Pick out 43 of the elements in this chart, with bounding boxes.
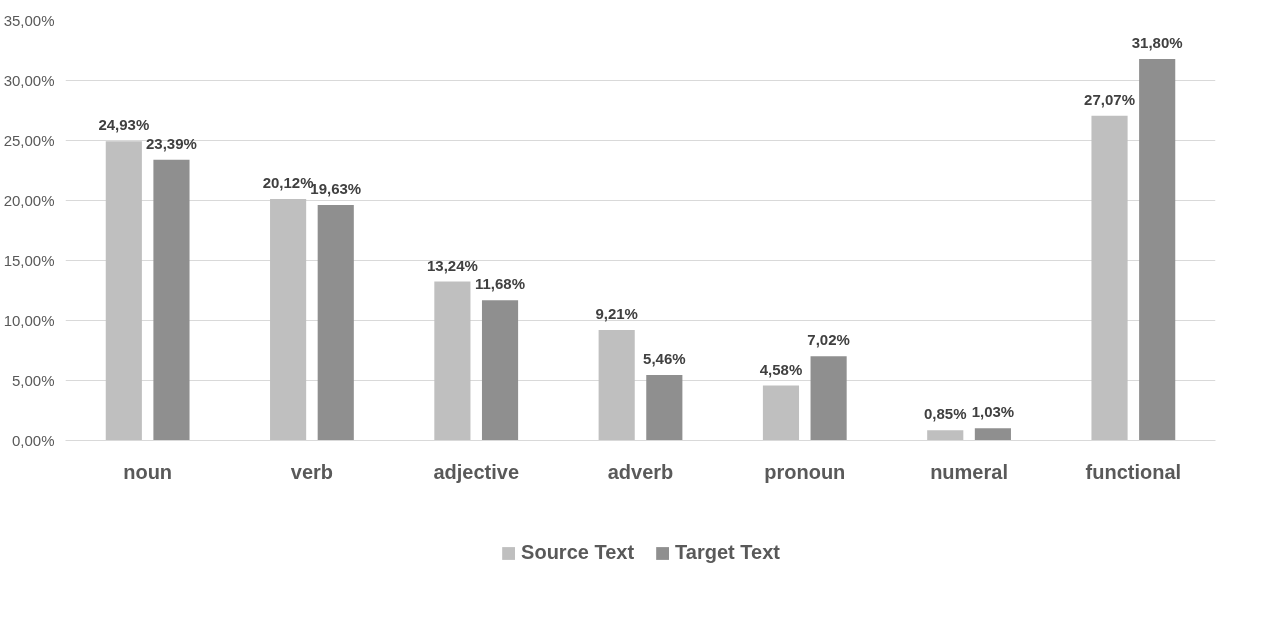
bar <box>434 281 471 441</box>
x-tick-label: noun <box>123 460 173 483</box>
bar <box>1139 58 1176 441</box>
data-label: 24,93% <box>98 116 150 134</box>
data-label: 5,46% <box>643 349 686 367</box>
bar <box>927 430 964 441</box>
data-label: 7,02% <box>807 331 850 349</box>
y-tick-label: 25,00% <box>3 132 55 149</box>
y-tick-label: 20,00% <box>3 192 55 209</box>
bar <box>270 199 307 441</box>
legend-label: Source Text <box>521 541 635 564</box>
data-label: 9,21% <box>595 304 638 322</box>
x-tick-label: numeral <box>930 460 1008 483</box>
data-label: 1,03% <box>971 403 1015 421</box>
data-label: 11,68% <box>475 275 526 293</box>
y-tick-label: 30,00% <box>3 72 55 89</box>
x-tick-label: verb <box>290 460 334 483</box>
x-tick-label: pronoun <box>764 460 846 483</box>
bar <box>481 300 519 441</box>
data-label: 31,80% <box>1131 33 1183 51</box>
bar <box>810 356 847 441</box>
data-label: 13,24% <box>426 256 478 274</box>
bar <box>105 141 142 441</box>
legend-label: Target Text <box>675 541 780 564</box>
y-tick-label: 35,00% <box>3 12 55 29</box>
bar <box>762 385 800 441</box>
bar <box>317 204 354 441</box>
bar <box>598 329 635 441</box>
data-label: 0,85% <box>923 405 967 423</box>
x-tick-label: adverb <box>607 460 674 483</box>
bar <box>1091 115 1128 441</box>
bar <box>153 159 190 441</box>
x-tick-label: functional <box>1085 460 1182 483</box>
data-label: 4,58% <box>759 360 803 378</box>
bar <box>646 374 683 441</box>
data-label: 27,07% <box>1084 90 1135 108</box>
y-tick-label: 15,00% <box>3 252 55 269</box>
y-tick-label: 5,00% <box>11 372 55 389</box>
x-tick-label: adjective <box>433 460 520 483</box>
data-label: 23,39% <box>146 134 197 152</box>
bar <box>974 428 1011 441</box>
y-tick-label: 10,00% <box>3 312 55 329</box>
y-tick-label: 0,00% <box>11 432 55 449</box>
